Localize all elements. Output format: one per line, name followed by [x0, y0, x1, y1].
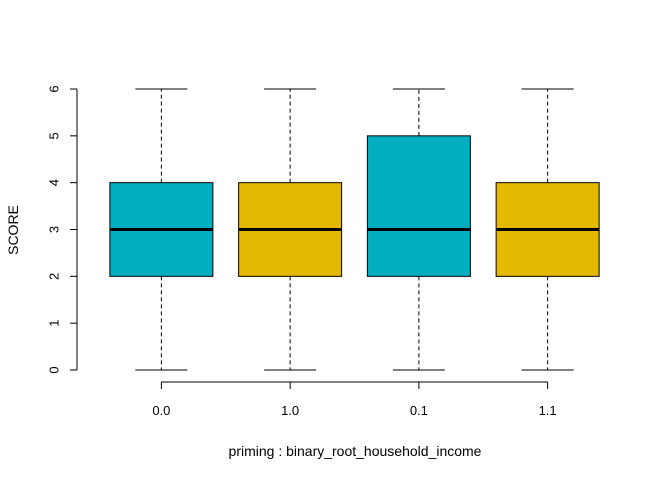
y-tick-label: 0: [47, 366, 62, 373]
boxes-layer: [109, 88, 600, 371]
x-tick-label: 1.0: [281, 403, 299, 418]
y-tick-label: 1: [47, 320, 62, 327]
y-tick-label: 5: [47, 132, 62, 139]
box-iqr: [366, 135, 471, 277]
y-tick-label: 2: [47, 273, 62, 280]
y-tick-label: 4: [47, 179, 62, 186]
x-axis: 0.0 1.0 0.1 1.1: [152, 381, 557, 418]
x-axis-title: priming : binary_root_household_income: [229, 443, 482, 459]
y-tick-label: 6: [47, 85, 62, 92]
box-group-0.0: [109, 88, 214, 371]
box-group-0.1: [366, 88, 471, 371]
y-tick-label: 3: [47, 226, 62, 233]
x-tick-label: 0.0: [152, 403, 170, 418]
y-axis: 0 1 2 3 4 5 6: [47, 85, 78, 374]
box-group-1.0: [238, 88, 343, 371]
x-tick-label: 1.1: [539, 403, 557, 418]
x-tick-label: 0.1: [410, 403, 428, 418]
y-axis-title: SCORE: [5, 205, 21, 255]
box-group-1.1: [495, 88, 600, 371]
